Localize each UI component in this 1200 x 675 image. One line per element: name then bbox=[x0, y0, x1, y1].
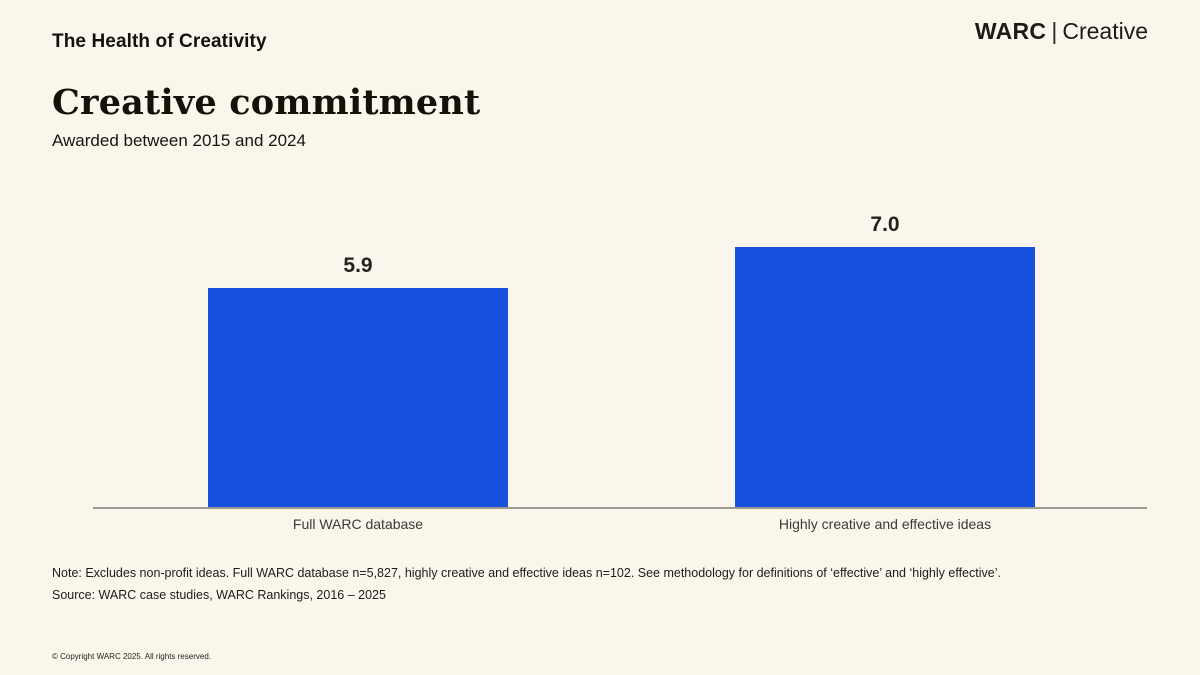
bar-value-label: 7.0 bbox=[870, 213, 900, 236]
logo-suffix-text: Creative bbox=[1062, 18, 1148, 44]
chart-subtitle: Awarded between 2015 and 2024 bbox=[52, 131, 306, 150]
bar-value-label: 5.9 bbox=[343, 254, 373, 277]
source-text: Source: WARC case studies, WARC Rankings… bbox=[52, 588, 386, 602]
bar bbox=[735, 247, 1035, 507]
bar-category-label: Full WARC database bbox=[292, 516, 424, 532]
chart-title: Creative commitment bbox=[52, 82, 481, 123]
logo-separator: | bbox=[1051, 18, 1058, 44]
x-axis-line bbox=[93, 507, 1147, 509]
bar-chart: 5.9 Full WARC database 7.0 Highly creative … bbox=[0, 180, 1200, 550]
copyright-text: © Copyright WARC 2025. All rights reserv… bbox=[52, 652, 211, 661]
warc-creative-logo: WARC | Creative bbox=[975, 18, 1148, 45]
report-kicker: The Health of Creativity bbox=[52, 31, 267, 52]
bar bbox=[208, 288, 508, 507]
note-text: Note: Excludes non-profit ideas. Full WA… bbox=[52, 566, 1001, 580]
logo-brand-text: WARC bbox=[974, 18, 1047, 44]
bar-category-label: Highly creative and effective ideas bbox=[778, 516, 992, 532]
